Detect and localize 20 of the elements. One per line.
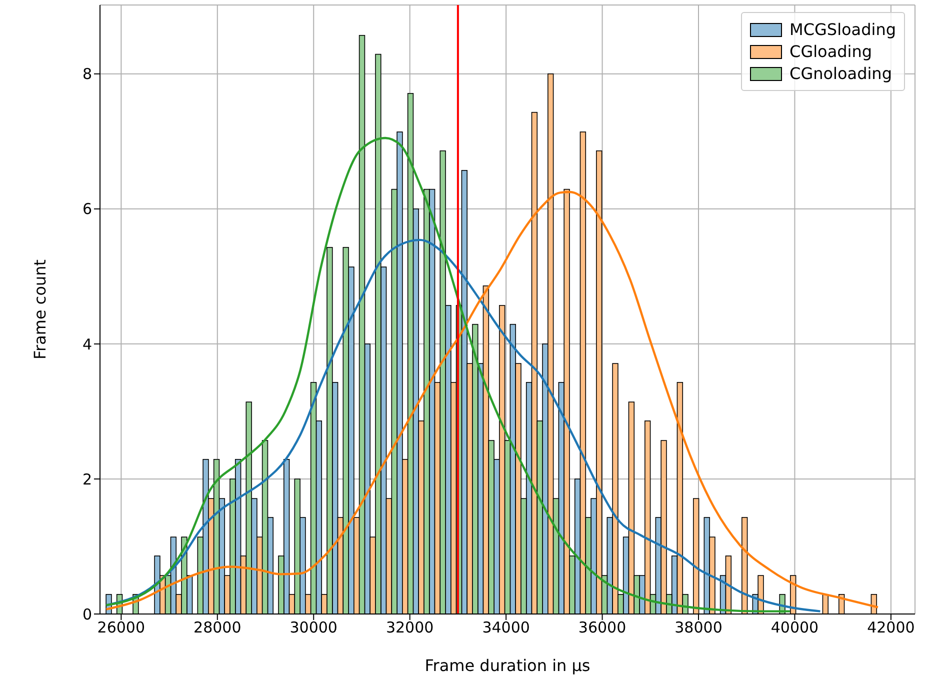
y-tick-label: 2	[82, 470, 92, 488]
y-tick-label: 4	[82, 335, 92, 354]
y-axis-title: Frame count	[30, 259, 50, 360]
x-tick-label: 32000	[386, 618, 434, 637]
x-axis-title: Frame duration in μs	[424, 656, 590, 675]
y-tick-label: 0	[82, 605, 92, 624]
x-tick-label: 30000	[290, 618, 338, 637]
x-tick-label: 42000	[867, 618, 915, 637]
x-tick-label: 40000	[770, 618, 819, 637]
legend-label: CGnoloading	[790, 64, 892, 83]
x-tick-label: 38000	[674, 618, 722, 637]
x-tick-label: 26000	[97, 618, 146, 637]
line-series	[105, 238, 822, 612]
x-tick-label: 36000	[578, 618, 626, 637]
legend-label: MCGSloading	[790, 20, 896, 39]
y-tick-label: 6	[82, 200, 92, 218]
x-tick-label: 34000	[482, 618, 530, 637]
x-tick-label: 28000	[194, 618, 242, 637]
legend-label: CGloading	[790, 42, 872, 61]
y-tick-label: 8	[82, 65, 92, 84]
